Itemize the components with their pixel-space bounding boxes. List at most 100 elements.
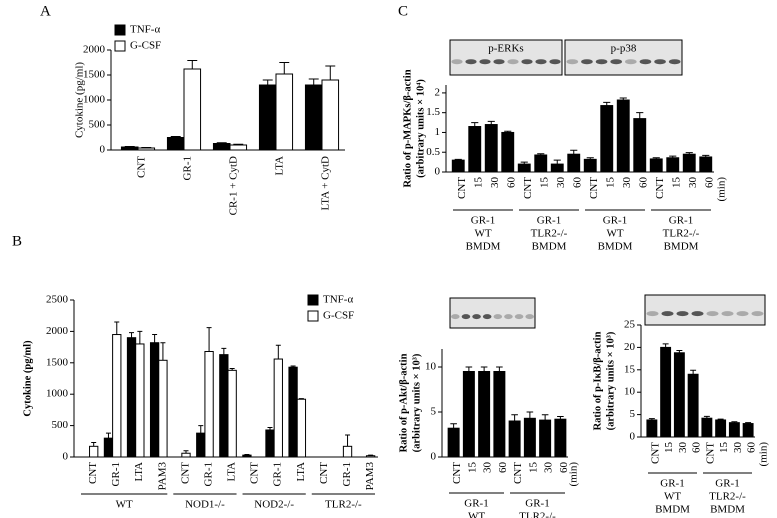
group-label: WT [664,491,681,503]
bar [687,373,699,438]
y-tick-label: 0 [100,144,106,156]
x-tick-label: 60 [691,442,703,454]
group-label: BMDM [710,504,745,516]
error-bar [124,146,135,147]
legend-label: G-CSF [130,40,161,52]
group-label: GR-1 [715,478,739,490]
error-bar [206,327,212,352]
x-tick-label: 60 [505,177,517,189]
x-tick-label: CR-1 + CytD [228,156,240,215]
bar [699,156,713,173]
bar [365,455,376,458]
group-label: GR-1 [537,215,561,227]
y-tick-label: 0 [630,431,636,443]
group-label: GR-1 [464,498,488,510]
group-label: GR-1 [471,215,495,227]
legend-label: G-CSF [323,310,354,322]
blot-label: p-ERKs [488,43,523,55]
x-unit: (min) [568,462,580,487]
blot-band [482,314,492,320]
blot-band [654,59,666,65]
error-bar [345,434,351,447]
x-tick-label: LTA + CytD [320,156,332,210]
legend-swatch [307,294,319,306]
x-tick-label: CNT [451,462,463,484]
group-label: BMDM [598,241,633,253]
bar [304,84,323,151]
panel-label: B [12,233,22,249]
x-tick-label: 30 [543,462,555,474]
y-tick-label: 2000 [83,44,106,56]
error-bar [511,414,518,421]
bar [258,84,277,151]
x-tick-label: 30 [555,177,567,189]
group-label: NOD2-/- [254,499,294,511]
error-bar [669,155,677,158]
blot [644,294,766,326]
bar [660,346,672,438]
bar [633,118,647,173]
error-bar [187,60,198,69]
blot-band [751,311,764,317]
x-tick-label: CNT [588,177,600,199]
bar [227,369,237,458]
bar [166,137,185,151]
y-tick-label: 1 [435,126,441,138]
x-tick-label: 15 [663,442,675,454]
bar [149,342,160,458]
bar [583,158,597,173]
group-label: GR-1 [525,498,549,510]
y-tick-label: 10 [425,361,437,373]
bar [103,437,114,458]
blot-band [472,314,481,320]
x-tick-label: 60 [558,462,570,474]
error-bar [308,78,319,85]
error-bar [702,154,710,157]
error-bar [745,422,752,424]
blot-band [479,59,491,65]
legend-label: TNF-α [323,294,353,306]
error-bar [487,120,495,125]
error-bar [279,62,290,74]
y-tick-label: 0.5 [426,146,440,158]
y-axis-label: (arbitrary units × 10³) [605,331,616,430]
legend-swatch [307,310,319,322]
group-label: TLR2-/- [325,499,362,511]
x-tick-label: CNT [179,462,191,484]
x-tick-label: PAM3 [364,462,376,491]
bar [242,454,252,458]
error-bar [198,425,204,434]
bar [112,334,122,458]
y-tick-label: 0 [63,451,69,463]
y-tick-label: 5 [431,406,437,418]
bar [451,159,465,173]
error-bar [662,343,669,348]
blot-band [465,59,477,65]
error-bar [557,416,564,420]
x-tick-label: 15 [604,177,616,189]
error-bar [480,366,488,372]
y-tick-label: 2000 [46,325,69,337]
bar [478,371,491,458]
bar [196,432,206,458]
bar [742,423,754,438]
error-bar [216,142,227,144]
blot-band [595,59,608,65]
blot [449,297,536,329]
blot-band [493,314,503,320]
x-unit: (min) [716,177,728,202]
blot-band [521,59,533,65]
bar [126,337,137,458]
legend-label: TNF-α [130,24,160,36]
bar [701,417,713,438]
bar [600,105,614,173]
x-tick-label: 30 [482,462,494,474]
bar [120,146,139,151]
error-bar [648,418,655,420]
blot-band [493,59,505,65]
bar [137,147,156,151]
x-tick-label: 30 [621,177,633,189]
bar [273,358,283,458]
blot-band [514,314,524,320]
error-bar [619,97,627,101]
